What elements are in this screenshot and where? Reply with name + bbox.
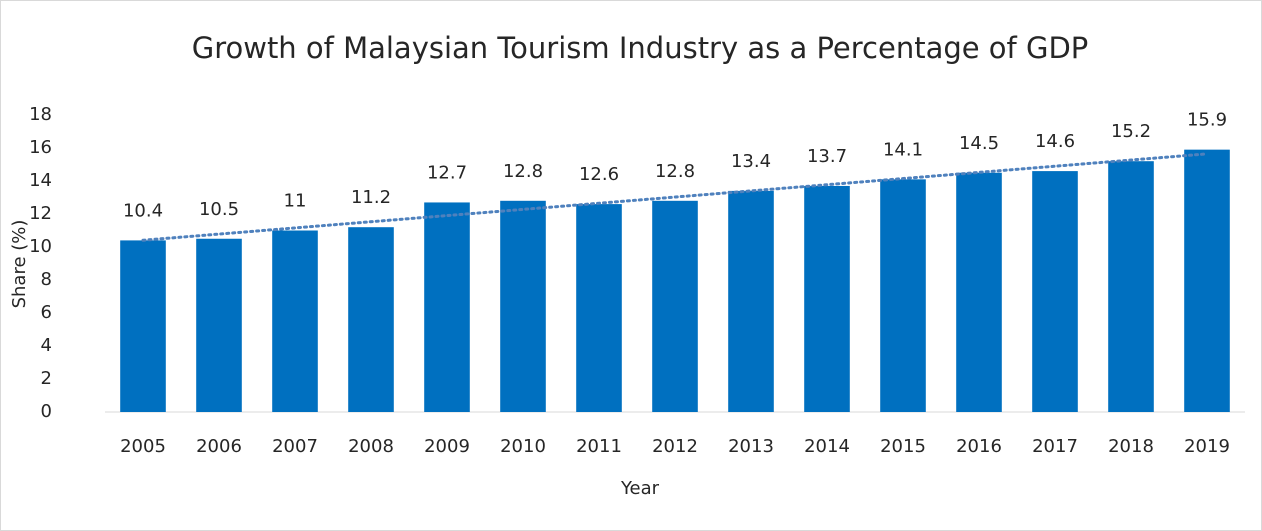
bar bbox=[348, 227, 394, 412]
data-label: 10.4 bbox=[123, 200, 163, 221]
x-tick-label: 2017 bbox=[1032, 436, 1078, 457]
data-label: 15.2 bbox=[1111, 121, 1151, 142]
bar bbox=[880, 179, 926, 412]
chart-title: Growth of Malaysian Tourism Industry as … bbox=[192, 31, 1089, 65]
data-label: 10.5 bbox=[199, 199, 239, 220]
data-label: 12.8 bbox=[655, 161, 695, 182]
y-tick-label: 0 bbox=[41, 401, 52, 422]
data-label: 13.7 bbox=[807, 146, 847, 167]
x-tick-label: 2009 bbox=[424, 436, 470, 457]
x-tick-label: 2007 bbox=[272, 436, 318, 457]
data-label: 11 bbox=[284, 191, 307, 212]
data-label: 11.2 bbox=[351, 187, 391, 208]
data-label: 12.7 bbox=[427, 162, 467, 183]
bar bbox=[1032, 171, 1078, 412]
data-label: 12.8 bbox=[503, 161, 543, 182]
bar bbox=[1108, 161, 1154, 412]
data-label: 14.1 bbox=[883, 139, 923, 160]
y-tick-label: 10 bbox=[29, 236, 52, 257]
y-tick-label: 16 bbox=[29, 137, 52, 158]
bar bbox=[196, 238, 242, 412]
data-label: 13.4 bbox=[731, 151, 771, 172]
x-tick-label: 2006 bbox=[196, 436, 242, 457]
x-tick-label: 2014 bbox=[804, 436, 850, 457]
data-label: 15.9 bbox=[1187, 110, 1227, 131]
bar bbox=[804, 185, 850, 412]
x-tick-label: 2016 bbox=[956, 436, 1002, 457]
x-tick-label: 2010 bbox=[500, 436, 546, 457]
x-tick-label: 2018 bbox=[1108, 436, 1154, 457]
x-axis-title: Year bbox=[620, 478, 660, 499]
y-tick-label: 4 bbox=[41, 335, 52, 356]
data-label: 14.5 bbox=[959, 133, 999, 154]
data-label: 14.6 bbox=[1035, 131, 1075, 152]
bar bbox=[272, 230, 318, 412]
x-tick-label: 2011 bbox=[576, 436, 622, 457]
x-tick-label: 2013 bbox=[728, 436, 774, 457]
y-tick-label: 6 bbox=[41, 302, 52, 323]
x-tick-label: 2015 bbox=[880, 436, 926, 457]
bar bbox=[1184, 149, 1230, 412]
bar bbox=[120, 240, 166, 412]
x-tick-label: 2012 bbox=[652, 436, 698, 457]
trendline bbox=[141, 152, 1209, 242]
y-tick-label: 12 bbox=[29, 203, 52, 224]
data-label: 12.6 bbox=[579, 164, 619, 185]
bar bbox=[652, 200, 698, 412]
bar bbox=[956, 172, 1002, 412]
bar bbox=[424, 202, 470, 412]
x-tick-label: 2005 bbox=[120, 436, 166, 457]
bar bbox=[576, 204, 622, 412]
y-tick-label: 8 bbox=[41, 269, 52, 290]
x-tick-label: 2019 bbox=[1184, 436, 1230, 457]
bar bbox=[728, 190, 774, 412]
y-tick-label: 14 bbox=[29, 170, 52, 191]
y-axis-title: Share (%) bbox=[9, 220, 30, 309]
y-tick-label: 18 bbox=[29, 104, 52, 125]
bar bbox=[500, 200, 546, 412]
x-tick-label: 2008 bbox=[348, 436, 394, 457]
y-tick-label: 2 bbox=[41, 368, 52, 389]
